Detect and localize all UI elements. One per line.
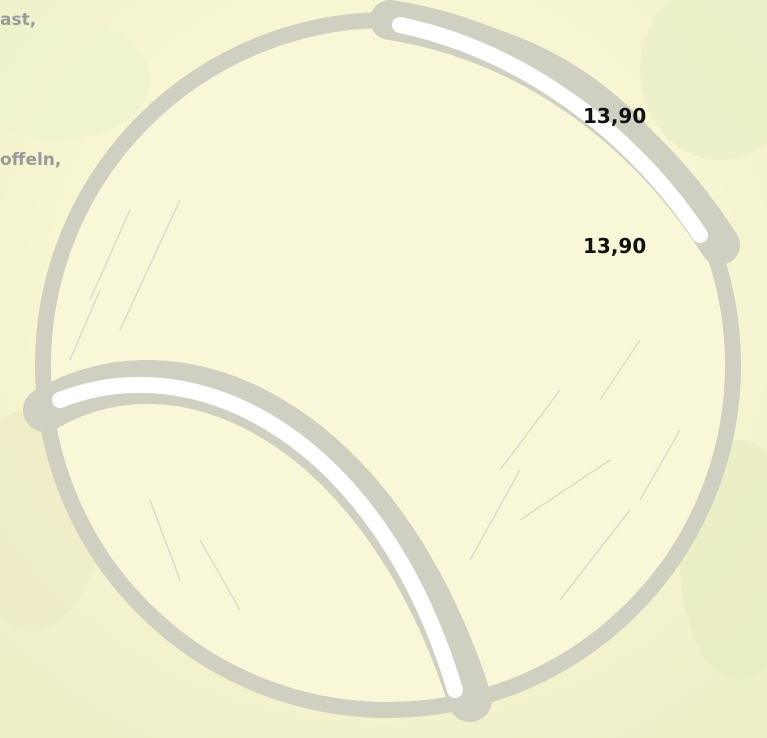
item-price: 13,90 bbox=[583, 234, 646, 258]
item-description: offeln, bbox=[0, 150, 61, 170]
page: ast, 13,90 offeln, 13,90 (() => { const … bbox=[0, 0, 767, 738]
item-price: 13,90 bbox=[583, 104, 646, 128]
item-description: ast, bbox=[0, 10, 36, 30]
tennis-ball-background bbox=[0, 0, 767, 738]
